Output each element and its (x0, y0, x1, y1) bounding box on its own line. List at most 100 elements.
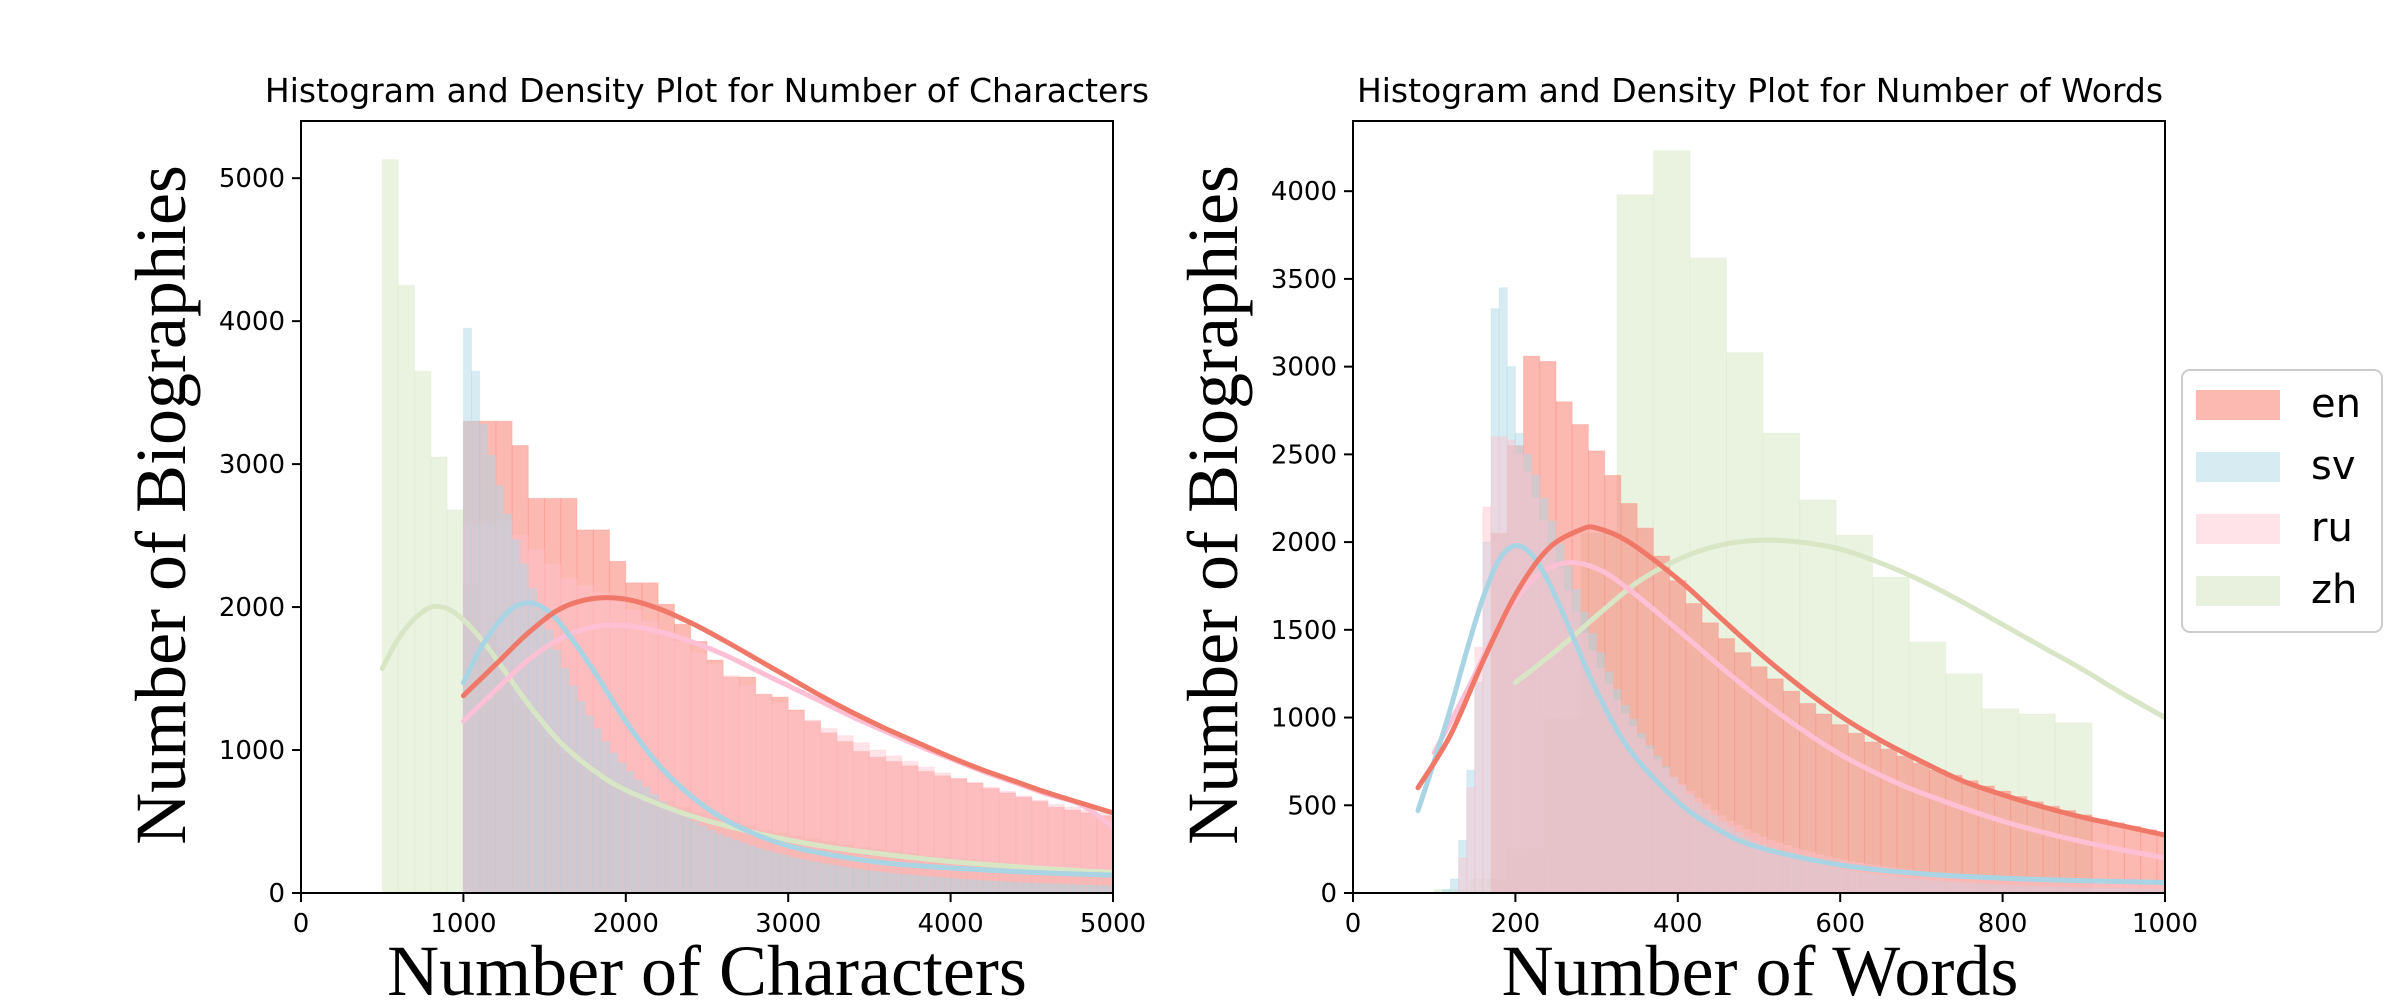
legend-entry-ru: ru (2196, 505, 2353, 551)
histogram-bar-sv (844, 867, 854, 893)
y-axis-label: Number of Biographies (121, 165, 201, 845)
histogram-bar-ru (1685, 790, 1695, 893)
histogram-bar-ru (2034, 879, 2044, 893)
histogram-bar-sv (1669, 776, 1679, 893)
histogram-bar-ru (1458, 857, 1468, 893)
x-tick-label: 5000 (1080, 909, 1146, 939)
legend-label-sv: sv (2311, 443, 2356, 489)
y-tick-label: 0 (268, 879, 285, 909)
histogram-bar-sv (1466, 769, 1476, 893)
histogram-bar-zh (397, 284, 416, 893)
histogram-bar-sv (958, 878, 968, 893)
histogram-bar-ru (1726, 820, 1736, 893)
histogram-bar-sv (1015, 882, 1025, 893)
histogram-bar-sv (860, 869, 870, 893)
histogram-bar-sv (1937, 880, 1947, 893)
histogram-bar-ru (2115, 883, 2125, 893)
histogram-bar-ru (1080, 809, 1098, 893)
histogram-bar-sv (836, 866, 846, 893)
x-tick-label: 2000 (593, 909, 659, 939)
histogram-bar-sv (1734, 832, 1744, 893)
histogram-bar-sv (990, 880, 1000, 893)
histogram-bar-sv (568, 685, 578, 893)
histogram-bar-zh (414, 370, 432, 893)
legend-entry-zh: zh (2196, 567, 2357, 613)
histogram-bar-ru (1531, 497, 1541, 893)
histogram-bar-sv (779, 854, 789, 893)
histogram-bar-sv (682, 816, 692, 893)
histogram-bar-ru (982, 786, 1000, 893)
histogram-bar-ru (1571, 611, 1581, 893)
histogram-bar-ru (1831, 857, 1841, 893)
histogram-bar-ru (1047, 803, 1065, 893)
histogram-bar-ru (836, 735, 854, 893)
legend: en sv ru zh (2181, 369, 2383, 633)
histogram-bar-ru (1758, 836, 1768, 893)
histogram-bar-ru (1799, 850, 1809, 893)
histogram-bar-en (885, 761, 903, 893)
chart-title: Histogram and Density Plot for Number of… (1357, 71, 2163, 110)
x-tick-label: 1000 (2132, 909, 2198, 939)
histogram-bar-sv (2058, 886, 2068, 893)
y-tick-label: 500 (1287, 791, 1337, 821)
histogram-bar-ru (1766, 839, 1776, 893)
chart-title: Histogram and Density Plot for Number of… (265, 71, 1149, 110)
histogram-bar-ru (2083, 881, 2093, 893)
histogram-bar-ru (2050, 880, 2060, 893)
histogram-bar-sv (868, 870, 879, 893)
x-axis-label: Number of Words (1502, 931, 2019, 1000)
density-line-zh (379, 603, 1113, 875)
histogram-bar-ru (2067, 881, 2077, 893)
histogram-bar-sv (544, 629, 554, 893)
chart-characters: Histogram and Density Plot for Number of… (121, 71, 1149, 1000)
histogram-bar-sv (609, 752, 619, 893)
histogram-bar-ru (1498, 436, 1508, 893)
histogram-bar-sv (933, 877, 944, 893)
histogram-bar-zh (381, 159, 399, 893)
x-tick-label: 1000 (430, 909, 496, 939)
histogram-bar-en (1766, 678, 1784, 893)
legend-label-en: en (2311, 381, 2361, 427)
histogram-bar-ru (1734, 825, 1744, 893)
histogram-bar-sv (511, 539, 521, 893)
x-tick-label: 200 (1491, 909, 1541, 939)
density-line-sv (1415, 542, 2165, 885)
histogram-bar-sv (1449, 878, 1460, 893)
histogram-bar-sv (519, 563, 529, 893)
histogram-bar-ru (1717, 815, 1728, 893)
histogram-bar-sv (503, 513, 513, 893)
histogram-bar-ru (1482, 506, 1492, 893)
legend-swatch-ru (2196, 514, 2280, 544)
histogram-bar-ru (966, 782, 984, 893)
histogram-bar-sv (795, 858, 805, 893)
histogram-bar-ru (917, 766, 935, 893)
y-tick-label: 1000 (219, 736, 285, 766)
histogram-bar-sv (812, 861, 822, 893)
histogram-bar-sv (787, 856, 797, 893)
histogram-bar-sv (966, 879, 976, 893)
histogram-bar-en (917, 771, 935, 893)
histogram-bar-sv (1080, 884, 1090, 893)
histogram-bar-ru (1701, 803, 1711, 893)
legend-entry-sv: sv (2196, 443, 2356, 489)
histogram-bar-sv (560, 668, 570, 893)
histogram-bar-sv (1498, 287, 1508, 893)
density-line-ru (1431, 559, 2165, 861)
histogram-bar-sv (625, 771, 635, 893)
histogram-bar-ru (1604, 683, 1614, 893)
histogram-bar-ru (2107, 882, 2117, 893)
histogram-bar-ru (885, 755, 903, 893)
y-tick-label: 3000 (219, 450, 285, 480)
histogram-bar-ru (1823, 856, 1833, 893)
density-line-en (1415, 524, 2165, 838)
histogram-bar-ru (1490, 436, 1500, 893)
histogram-bar-sv (1063, 883, 1073, 893)
density-line-en (460, 595, 1113, 816)
histogram-bar-ru (1742, 829, 1752, 893)
chart-words: Histogram and Density Plot for Number of… (1173, 71, 2198, 1000)
histogram-bar-sv (998, 881, 1008, 893)
y-tick-label: 4000 (219, 307, 285, 337)
y-tick-label: 0 (1320, 879, 1337, 909)
histogram-bar-sv (1612, 689, 1622, 893)
